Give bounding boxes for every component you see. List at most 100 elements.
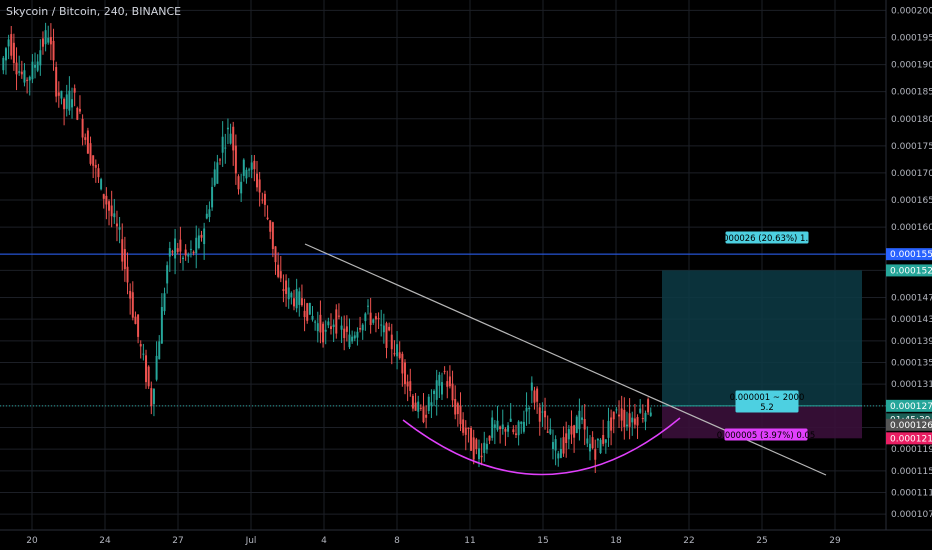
candle-body [176,248,179,252]
candle-body [327,321,330,326]
candle-body [137,314,140,337]
price-axis-tick: 0.000165 [891,196,932,206]
candle-body [20,71,23,75]
candle-body [92,155,95,166]
candle-body [578,410,581,430]
candle-body [152,388,155,405]
candle-body [31,61,34,80]
candle-body [406,381,409,387]
candle-body [18,71,21,73]
candle-body [303,310,306,318]
candle-body [322,323,325,343]
candle-body [121,239,124,262]
candle-body [374,316,377,320]
candle-body [610,417,613,431]
candle-body [219,159,222,161]
candle-body [612,411,615,420]
candle-body [263,193,266,205]
candle-body [456,403,459,415]
candle-body [166,265,169,284]
candle-body [477,448,480,460]
price-axis-tick: 0.000190 [891,61,932,71]
candle-body [195,237,198,254]
candle-body [65,94,68,109]
candle-body [63,98,66,110]
price-axis-tick: 0.000160 [891,223,932,233]
candle-body [467,427,470,429]
candle-body [160,306,163,344]
candle-body [71,99,74,108]
price-tag-text: 0.000127 [890,402,932,412]
candle-body [353,335,356,339]
profit-zone [662,270,862,406]
candle-body [522,421,525,432]
candle-body [594,449,597,460]
candle-body [525,407,528,412]
candle-body [316,323,319,332]
candle-body [240,181,243,194]
candle-body [335,309,338,334]
candle-body [549,429,552,434]
candle-body [134,316,137,324]
candle-body [570,425,573,435]
candle-body [485,443,488,450]
candle-body [464,427,467,435]
candle-body [105,195,108,205]
candle-body [644,412,647,422]
candle-body [544,410,547,418]
candle-body [184,249,187,256]
candle-body [520,421,523,424]
candle-body [639,408,642,413]
candle-body [367,305,369,307]
time-axis-tick: 18 [610,536,622,546]
candle-body [229,133,232,144]
candle-body [179,239,182,252]
candle-body [158,341,161,360]
candle-body [168,248,171,257]
candle-body [623,409,626,427]
candle-body [562,437,565,454]
candle-body [28,76,31,81]
candle-body [279,271,282,279]
candle-body [250,162,253,170]
candle-body [602,435,605,444]
candle-body [12,42,15,63]
candle-body [443,370,446,372]
candle-body [404,362,406,385]
candle-body [359,328,362,330]
candle-body [390,334,393,350]
candle-body [41,38,44,47]
candle-body [425,414,428,418]
candle-body [113,213,116,218]
candle-body [126,266,129,283]
candle-body [76,107,79,120]
price-tag-text: 0.000126 [890,421,932,431]
candle-body [232,126,235,151]
candle-body [118,227,121,230]
time-axis-tick: 25 [756,536,767,546]
candle-body [226,127,229,130]
candle-body [591,437,594,449]
candle-body [575,416,578,433]
price-axis-tick: 0.000195 [891,34,932,44]
candle-body [110,205,113,217]
profit-label-text: 0.000026 (20.63%) 1.05 [715,234,819,244]
candle-body [10,34,13,56]
candle-body [440,382,443,395]
candle-body [557,453,560,459]
candle-body [409,381,412,392]
candle-body [459,405,462,425]
candle-body [641,417,644,419]
candle-body [189,248,192,250]
candle-body [422,406,425,423]
candle-body [47,37,50,43]
price-tag-text: 0.000155 [890,250,932,260]
price-axis-tick: 0.000170 [891,169,932,179]
price-tag-text: 0.000121 [890,434,932,444]
price-axis-tick: 0.000139 [891,337,932,347]
center-label-text: 0.000001 ~ 2000 [730,393,805,403]
candle-body [108,201,111,211]
candle-body [377,318,380,320]
candle-body [448,376,451,387]
